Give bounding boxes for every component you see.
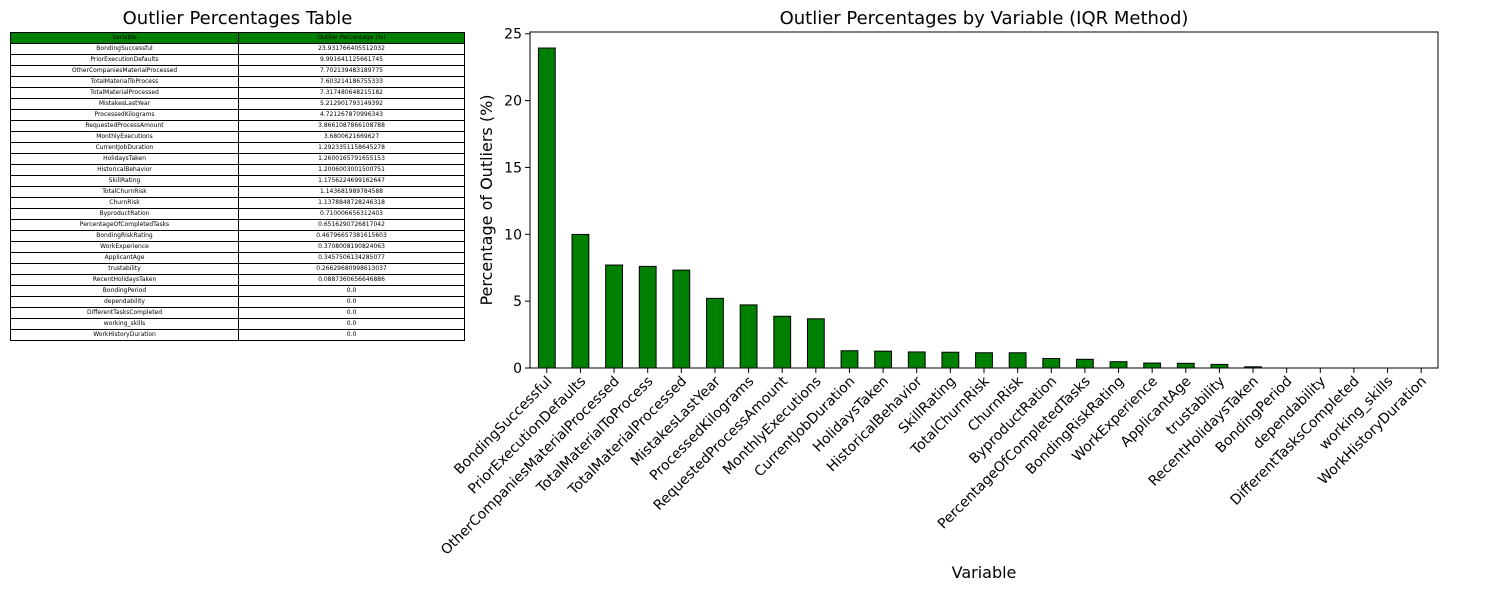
bar	[638, 265, 657, 369]
bar	[773, 315, 792, 369]
x-axis: BondingSuccessfulPriorExecutionDefaultsO…	[438, 368, 1430, 558]
table-row: WorkExperience 0.3708008190824063	[10, 241, 465, 253]
bar	[739, 304, 758, 369]
bar	[1008, 352, 1027, 369]
bar	[941, 351, 960, 369]
bar	[1075, 358, 1094, 369]
y-axis: 0 5 10 15 20 25	[504, 27, 530, 377]
chart-title: Outlier Percentages by Variable (IQR Met…	[779, 8, 1189, 29]
y-tick-label: 10	[504, 227, 522, 243]
table-row: ByproductRation 0.710006656312403	[10, 208, 465, 220]
bars-group	[537, 47, 1262, 369]
bar	[1042, 358, 1061, 369]
bar	[1176, 362, 1195, 369]
bar	[874, 350, 893, 369]
bar	[806, 318, 825, 369]
x-axis-label: Variable	[952, 563, 1017, 582]
bar	[1109, 361, 1128, 369]
bar	[1210, 363, 1229, 369]
bar	[907, 351, 926, 369]
y-tick-label: 20	[504, 94, 522, 110]
bar	[537, 47, 556, 369]
bar	[605, 264, 623, 369]
table-cell-variable: WorkHistoryDuration	[10, 329, 239, 341]
bar	[672, 269, 691, 369]
bar	[840, 350, 859, 369]
table-row: TotalMaterialToProcess 7.603214186755333	[10, 76, 465, 88]
y-tick-label: 0	[513, 361, 522, 377]
y-tick-label: 15	[504, 160, 522, 176]
bar	[1143, 362, 1162, 369]
table-body: BondingSuccessful 23.931766405512032 Prior…	[10, 43, 465, 341]
table-cell-percentage: 0.0	[238, 329, 465, 341]
y-tick-label: 5	[513, 294, 522, 310]
table-row: ApplicantAge 0.3457506134285077	[10, 252, 465, 264]
y-tick-label: 25	[504, 27, 522, 43]
table-row: MistakesLastYear 5.212901793149392	[10, 98, 465, 110]
bar	[975, 352, 993, 369]
table-header-row: Variable Outlier Percentage (%)	[10, 32, 465, 44]
table-row: ProcessedKilograms 4.721267870996343	[10, 109, 465, 121]
bar	[571, 233, 590, 369]
table-row: WorkHistoryDuration 0.0	[10, 329, 465, 341]
table-row: HolidaysTaken 1.2600165791655153	[10, 153, 465, 165]
bar	[706, 297, 724, 369]
outlier-percentages-table: Variable Outlier Percentage (%) BondingS…	[10, 32, 465, 341]
table-row: TotalChurnRisk 1.143681989784588	[10, 186, 465, 198]
table-title: Outlier Percentages Table	[122, 8, 353, 29]
plot-frame	[529, 31, 1439, 369]
table-row: PercentageOfCompletedTasks 0.651629072681…	[10, 219, 465, 231]
y-axis-label: Percentage of Outliers (%)	[477, 94, 496, 305]
